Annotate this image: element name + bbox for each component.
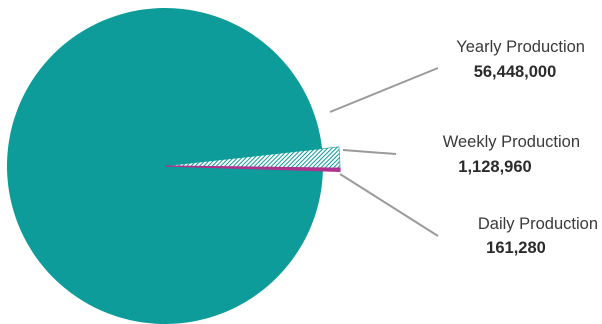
slice-label-daily-name: Daily Production	[478, 215, 598, 233]
pie-slice-yearly	[7, 8, 323, 324]
leader-line-daily	[339, 173, 439, 237]
slice-label-weekly-name: Weekly Production	[443, 133, 580, 151]
slice-label-daily-value: 161,280	[486, 239, 546, 257]
slice-label-yearly-value: 56,448,000	[474, 63, 557, 81]
pie-slice-daily	[164, 165, 341, 172]
leader-line-weekly	[342, 149, 397, 155]
slice-label-weekly-value: 1,128,960	[458, 158, 531, 176]
leader-line-yearly	[329, 67, 439, 113]
slice-label-yearly-name: Yearly Production	[456, 38, 585, 56]
pie-slices	[7, 8, 341, 324]
